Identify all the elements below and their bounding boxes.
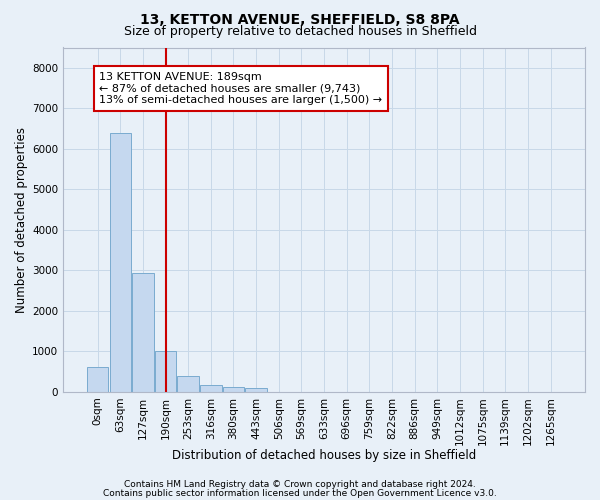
Text: Contains public sector information licensed under the Open Government Licence v3: Contains public sector information licen… [103,488,497,498]
Bar [200,385,221,392]
Bar [110,132,131,392]
Bar [87,366,109,392]
Bar [223,388,244,392]
Bar [132,274,154,392]
X-axis label: Distribution of detached houses by size in Sheffield: Distribution of detached houses by size … [172,450,476,462]
Text: 13 KETTON AVENUE: 189sqm
← 87% of detached houses are smaller (9,743)
13% of sem: 13 KETTON AVENUE: 189sqm ← 87% of detach… [100,72,383,105]
Text: 13, KETTON AVENUE, SHEFFIELD, S8 8PA: 13, KETTON AVENUE, SHEFFIELD, S8 8PA [140,12,460,26]
Bar [155,351,176,392]
Text: Size of property relative to detached houses in Sheffield: Size of property relative to detached ho… [124,25,476,38]
Bar [178,376,199,392]
Bar [245,388,267,392]
Text: Contains HM Land Registry data © Crown copyright and database right 2024.: Contains HM Land Registry data © Crown c… [124,480,476,489]
Y-axis label: Number of detached properties: Number of detached properties [15,126,28,312]
